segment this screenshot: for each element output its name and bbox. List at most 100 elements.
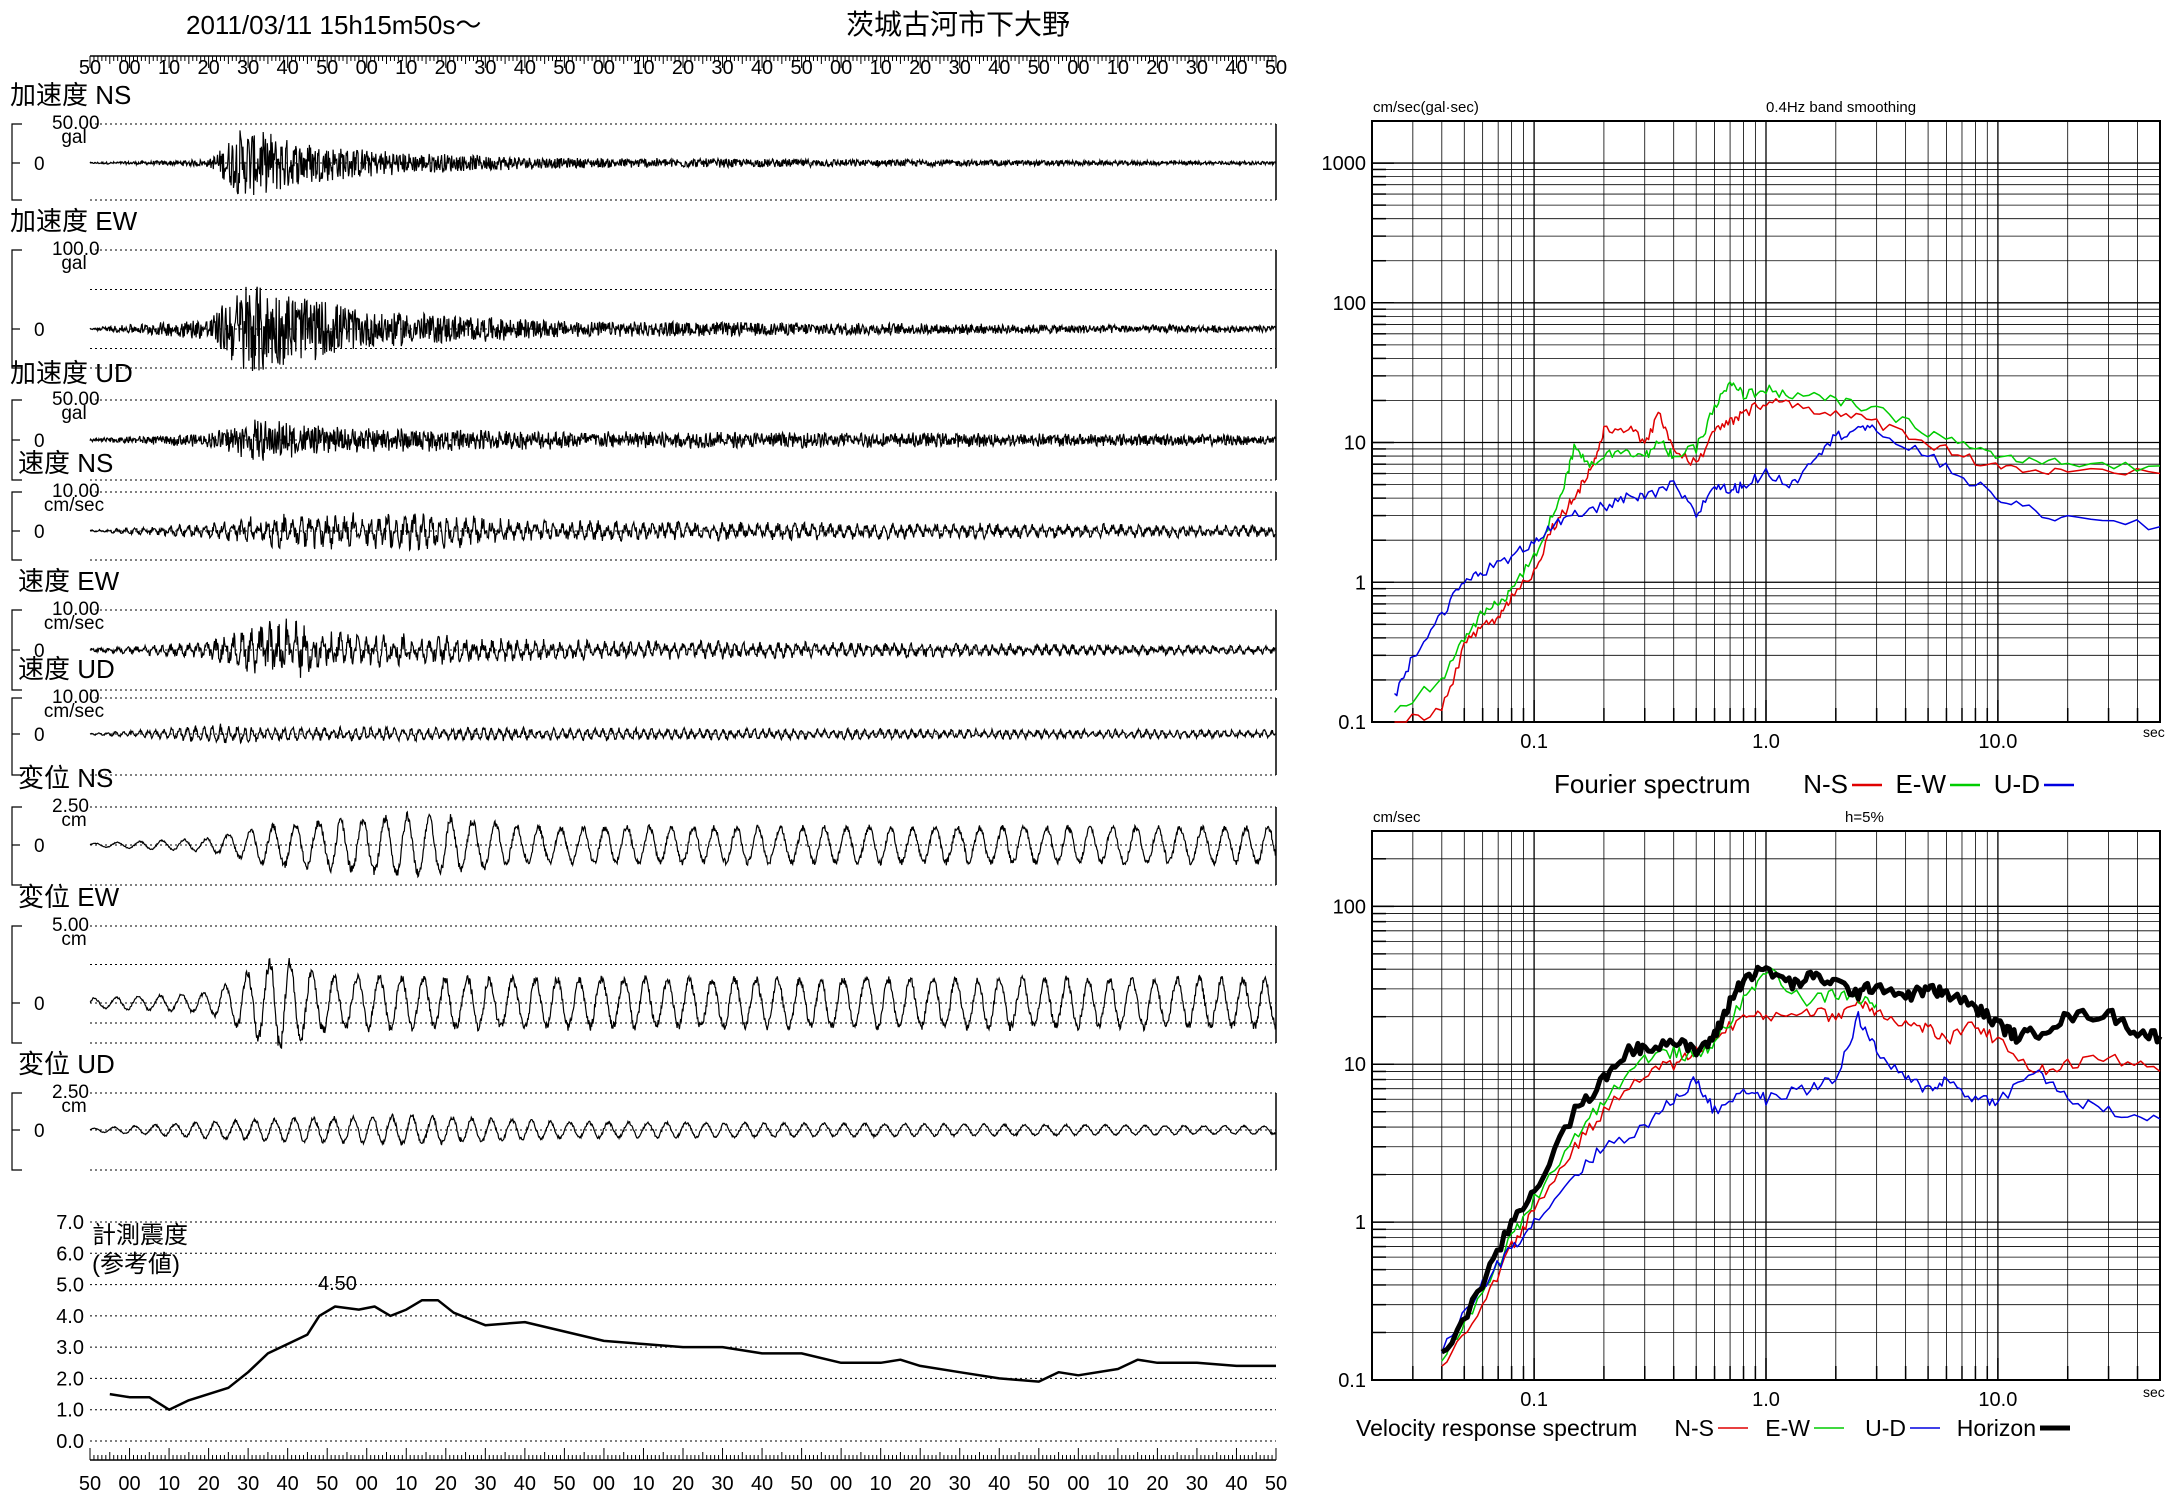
spectrum-xtick-label: 1.0 xyxy=(1752,1389,1780,1411)
spectrum-ytick-label: 0.1 xyxy=(1338,1370,1366,1392)
spectrum-ytick-label: 0.1 xyxy=(1338,712,1366,734)
fourier-subtitle: 0.4Hz band smoothing xyxy=(1766,99,1916,116)
spectrum-xtick-label: 1.0 xyxy=(1752,731,1780,753)
axis-tick-label: 10 xyxy=(632,1473,654,1495)
axis-tick-label: 50 xyxy=(553,1473,575,1495)
waveform-trace xyxy=(89,618,1276,678)
waveform-trace xyxy=(89,1112,1276,1147)
axis-tick-label: 10 xyxy=(632,57,654,79)
waveform-title: 加速度 EW xyxy=(10,206,138,236)
waveform-title: 変位 UD xyxy=(18,1049,115,1079)
axis-tick-label: 50 xyxy=(553,57,575,79)
axis-tick-label: 40 xyxy=(1225,1473,1247,1495)
legend-label-u-d: U-D xyxy=(1865,1415,1906,1441)
axis-tick-label: 00 xyxy=(830,57,852,79)
axis-tick-label: 20 xyxy=(197,57,219,79)
waveform-unit: cm/sec xyxy=(44,613,104,634)
axis-tick-label: 40 xyxy=(751,57,773,79)
axis-tick-label: 30 xyxy=(1186,57,1208,79)
waveform-trace xyxy=(89,286,1276,372)
waveform-max-label: 10.00 xyxy=(52,687,100,708)
intensity-peak-label: 4.50 xyxy=(318,1273,357,1295)
waveform-unit: cm/sec xyxy=(44,495,104,516)
fourier-ylabel: cm/sec(gal·sec) xyxy=(1373,99,1479,116)
waveform-trace xyxy=(89,419,1276,461)
vrs-legend: Velocity response spectrum N-S E-W U-D Hori… xyxy=(1356,1415,2070,1441)
waveform-title: 加速度 UD xyxy=(10,358,133,388)
waveform-unit: gal xyxy=(61,403,86,424)
waveform-max-label: 10.00 xyxy=(52,481,100,502)
axis-tick-label: 20 xyxy=(909,1473,931,1495)
waveform-unit: gal xyxy=(61,253,86,274)
axis-tick-label: 30 xyxy=(1186,1473,1208,1495)
waveform-zero-label: 0 xyxy=(34,154,45,175)
axis-tick-label: 50 xyxy=(316,57,338,79)
axis-tick-label: 10 xyxy=(395,57,417,79)
waveform-bracket xyxy=(11,697,22,776)
legend-label-e-w: E-W xyxy=(1765,1415,1810,1441)
intensity-tick-label: 3.0 xyxy=(56,1337,84,1359)
axis-tick-label: 50 xyxy=(79,1473,101,1495)
axis-tick-label: 30 xyxy=(474,57,496,79)
axis-tick-label: 30 xyxy=(711,57,733,79)
waveform-title: 速度 UD xyxy=(18,654,115,684)
vrs-ylabel: cm/sec xyxy=(1373,809,1421,826)
spectrum-xtick-label: 10.0 xyxy=(1978,1389,2017,1411)
waveform-trace xyxy=(89,723,1276,745)
waveform-zero-label: 0 xyxy=(34,836,45,857)
top-time-axis: 50 00 10 20 30 40 50 00 10 20 30 40 50 00 10 20 30 40 50 00… xyxy=(79,55,1287,79)
spectrum-series-e-w xyxy=(1441,967,1878,1362)
waveform-trace xyxy=(89,130,1276,196)
vrs-subtitle: h=5% xyxy=(1845,809,1884,826)
record-datetime: 2011/03/11 15h15m50s～ xyxy=(186,10,481,40)
waveform-max-label: 2.50 xyxy=(52,796,89,817)
axis-tick-label: 40 xyxy=(988,57,1010,79)
axis-tick-label: 50 xyxy=(1028,1473,1050,1495)
intensity-tick-label: 2.0 xyxy=(56,1368,84,1390)
axis-tick-label: 00 xyxy=(356,57,378,79)
waveform-trace xyxy=(89,512,1276,553)
waveform-trace xyxy=(89,957,1276,1049)
waveform-unit: cm xyxy=(61,929,86,950)
waveform-zero-label: 0 xyxy=(34,522,45,543)
waveform-max-label: 5.00 xyxy=(52,915,89,936)
intensity-tick-label: 1.0 xyxy=(56,1400,84,1422)
intensity-tick-label: 7.0 xyxy=(56,1212,84,1234)
spectrum-series-n-s xyxy=(1394,398,2161,723)
waveform-title: 加速度 NS xyxy=(10,80,131,110)
axis-tick-label: 50 xyxy=(316,1473,338,1495)
axis-tick-label: 40 xyxy=(1225,57,1247,79)
velocity-response-panel: cm/sec h=5% sec Velocity response spectr… xyxy=(1333,809,2165,1441)
spectrum-xtick-label: 10.0 xyxy=(1978,731,2017,753)
axis-tick-label: 00 xyxy=(830,1473,852,1495)
legend-label-e-w: E-W xyxy=(1895,769,1946,799)
axis-tick-label: 20 xyxy=(435,57,457,79)
axis-tick-label: 20 xyxy=(909,57,931,79)
intensity-tick-label: 4.0 xyxy=(56,1306,84,1328)
axis-tick-label: 30 xyxy=(474,1473,496,1495)
station-name: 茨城古河市下大野 xyxy=(846,9,1070,40)
axis-tick-label: 50 xyxy=(1265,1473,1287,1495)
waveform-title: 速度 NS xyxy=(18,448,113,478)
axis-tick-label: 10 xyxy=(1107,1473,1129,1495)
axis-tick-label: 20 xyxy=(435,1473,457,1495)
waveform-bracket xyxy=(11,1092,22,1171)
axis-tick-label: 10 xyxy=(870,57,892,79)
spectrum-ytick-label: 100 xyxy=(1333,293,1366,315)
axis-tick-label: 10 xyxy=(1107,57,1129,79)
axis-tick-label: 40 xyxy=(277,57,299,79)
axis-tick-label: 40 xyxy=(988,1473,1010,1495)
waveform-bracket xyxy=(11,123,22,201)
axis-tick-label: 00 xyxy=(356,1473,378,1495)
axis-tick-label: 00 xyxy=(593,57,615,79)
axis-tick-label: 00 xyxy=(118,57,140,79)
axis-tick-label: 40 xyxy=(277,1473,299,1495)
axis-tick-label: 00 xyxy=(118,1473,140,1495)
axis-tick-label: 10 xyxy=(158,1473,180,1495)
